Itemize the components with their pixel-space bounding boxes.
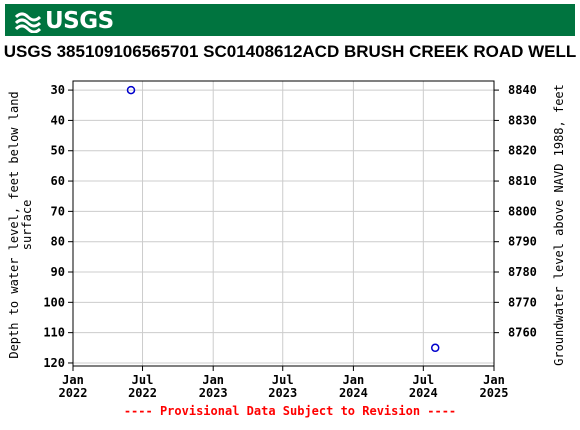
chart-title: USGS 385109106565701 SC01408612ACD BRUSH…: [3, 42, 577, 61]
x-tick-year: 2024: [409, 386, 438, 400]
y-tick-label: 70: [51, 204, 65, 218]
x-tick-month: Jul: [412, 373, 434, 387]
usgs-logo-text: USGS: [45, 8, 114, 34]
y-tick-label: 120: [43, 356, 65, 370]
y2-tick-label: 8770: [508, 295, 537, 309]
y-tick-label: 30: [51, 83, 65, 97]
y2-tick-label: 8820: [508, 144, 537, 158]
y-tick-label: 100: [43, 295, 65, 309]
y-tick-label: 80: [51, 235, 65, 249]
y-tick-label: 40: [51, 113, 65, 127]
x-tick-month: Jul: [272, 373, 294, 387]
y2-tick-label: 8810: [508, 174, 537, 188]
usgs-logo[interactable]: USGS: [15, 8, 114, 34]
y-tick-label: 110: [43, 326, 65, 340]
data-points: [126, 85, 440, 353]
y2-tick-label: 8800: [508, 204, 537, 218]
usgs-wave-icon: [15, 12, 41, 33]
y2-axis-label: Groundwater level above NAVD 1988, feet: [552, 84, 566, 366]
y2-axis-ticks: 8840 8830 8820 8810 8800 8790 8780 8770 8760: [494, 83, 537, 340]
x-tick-month: Jan: [62, 373, 84, 387]
x-tick-year: 2022: [128, 386, 157, 400]
y2-tick-label: 8830: [508, 113, 537, 127]
y-tick-label: 90: [51, 265, 65, 279]
x-tick-month: Jan: [483, 373, 505, 387]
data-point[interactable]: [430, 343, 440, 353]
y2-tick-label: 8790: [508, 235, 537, 249]
x-tick-year: 2023: [268, 386, 297, 400]
y-axis-ticks: 30 40 50 60 70 80 90 100 110 120: [43, 83, 73, 370]
y-axis-label-line2: surface: [20, 200, 34, 251]
x-tick-year: 2024: [339, 386, 368, 400]
y2-tick-label: 8840: [508, 83, 537, 97]
data-point[interactable]: [126, 85, 136, 95]
plot-frame: [72, 80, 495, 367]
y2-tick-label: 8760: [508, 326, 537, 340]
y2-tick-label: 8780: [508, 265, 537, 279]
x-tick-month: Jan: [343, 373, 365, 387]
x-tick-year: 2023: [199, 386, 228, 400]
y-axis-label-line1: Depth to water level, feet below land: [7, 91, 21, 358]
y-tick-label: 50: [51, 144, 65, 158]
x-axis-ticks: Jan2022Jul2022Jan2023Jul2023Jan2024Jul20…: [59, 366, 509, 400]
x-tick-year: 2022: [59, 386, 88, 400]
y-tick-label: 60: [51, 174, 65, 188]
x-tick-month: Jan: [202, 373, 224, 387]
usgs-banner: USGS: [5, 4, 575, 36]
x-tick-month: Jul: [132, 373, 154, 387]
x-tick-year: 2025: [480, 386, 509, 400]
grid-lines: [72, 81, 495, 366]
provisional-note: ---- Provisional Data Subject to Revisio…: [123, 404, 457, 418]
